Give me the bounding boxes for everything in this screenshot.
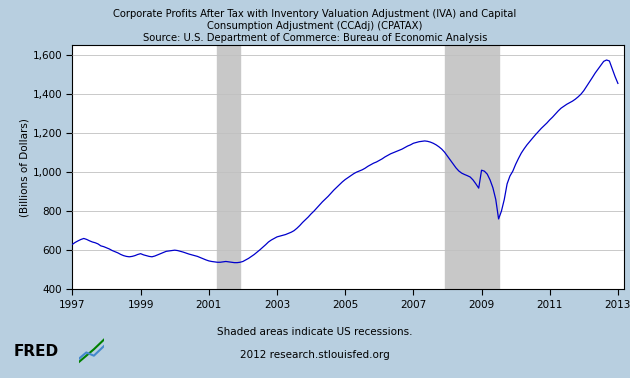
Bar <box>217 45 240 289</box>
Text: Corporate Profits After Tax with Inventory Valuation Adjustment (IVA) and Capita: Corporate Profits After Tax with Invento… <box>113 9 517 19</box>
Bar <box>445 45 498 289</box>
Text: 2012 research.stlouisfed.org: 2012 research.stlouisfed.org <box>240 350 390 359</box>
Text: FRED: FRED <box>14 344 59 359</box>
Text: Source: U.S. Department of Commerce: Bureau of Economic Analysis: Source: U.S. Department of Commerce: Bur… <box>143 33 487 43</box>
Text: Consumption Adjustment (CCAdj) (CPATAX): Consumption Adjustment (CCAdj) (CPATAX) <box>207 21 423 31</box>
Y-axis label: (Billions of Dollars): (Billions of Dollars) <box>20 118 30 217</box>
Text: Shaded areas indicate US recessions.: Shaded areas indicate US recessions. <box>217 327 413 337</box>
